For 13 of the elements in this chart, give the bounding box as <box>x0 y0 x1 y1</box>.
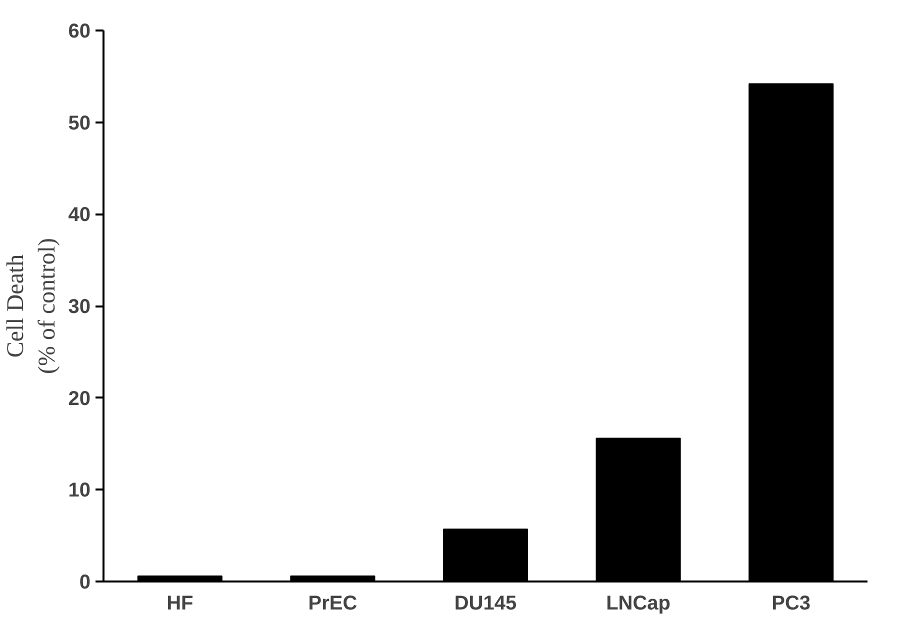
y-axis-title: Cell Death (% of control) <box>3 238 60 374</box>
y-tick-label: 50 <box>68 112 91 134</box>
y-tick-label: 20 <box>68 388 91 410</box>
y-tick-label: 0 <box>79 572 90 594</box>
x-tick-label: HF <box>166 592 194 614</box>
x-tick-label: PC3 <box>772 592 811 614</box>
x-tick-label: PrEC <box>308 592 358 614</box>
x-tick-label: LNCap <box>606 592 671 614</box>
x-tick-label: DU145 <box>454 592 517 614</box>
y-tick-label: 40 <box>68 204 91 226</box>
y-tick-label: 60 <box>68 20 91 42</box>
y-tick-label: 10 <box>68 480 91 502</box>
y-tick-label: 30 <box>68 296 91 318</box>
